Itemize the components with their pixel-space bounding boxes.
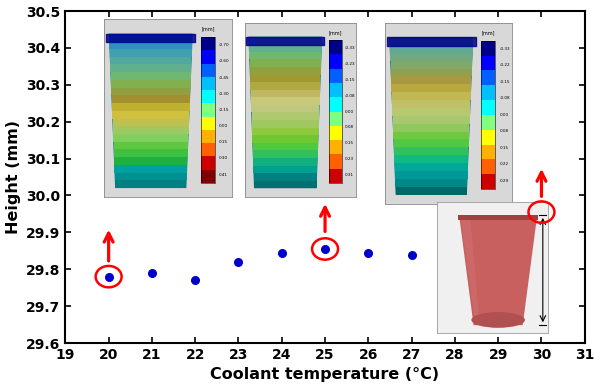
Y-axis label: Height (mm): Height (mm) (5, 120, 20, 234)
X-axis label: Coolant temperature (°C): Coolant temperature (°C) (211, 367, 440, 383)
